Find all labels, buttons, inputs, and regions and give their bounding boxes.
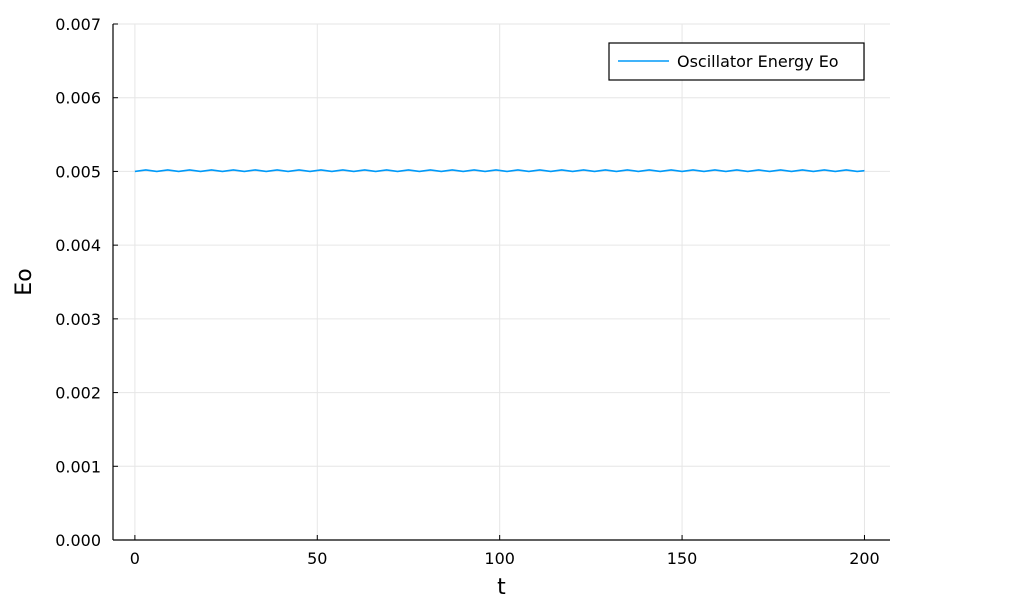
y-tick-label: 0.003 [55,310,101,329]
y-tick-label: 0.002 [55,384,101,403]
grid [113,23,890,541]
x-tick-label: 50 [307,549,327,568]
x-tick-label: 0 [130,549,140,568]
y-tick-label: 0.004 [55,236,101,255]
y-tick-label: 0.006 [55,89,101,108]
axes [112,23,890,541]
x-tick-label: 100 [484,549,515,568]
legend: Oscillator Energy Eo [608,42,865,81]
y-tick-label: 0.001 [55,457,101,476]
y-tick-label: 0.007 [55,15,101,34]
tick-labels: 0 50 100 150 200 0.000 0.001 0.002 0.003 0.004 0.0… [55,15,880,568]
y-tick-label: 0.000 [55,531,101,550]
y-tick-label: 0.005 [55,162,101,181]
legend-box [608,42,865,81]
series-line [134,169,865,173]
x-tick-label: 150 [667,549,698,568]
y-axis-label: Eo [12,268,37,295]
x-tick-label: 200 [849,549,880,568]
x-axis-label: t [497,575,506,600]
legend-label: Oscillator Energy Eo [677,52,839,71]
series-lines [134,169,865,173]
